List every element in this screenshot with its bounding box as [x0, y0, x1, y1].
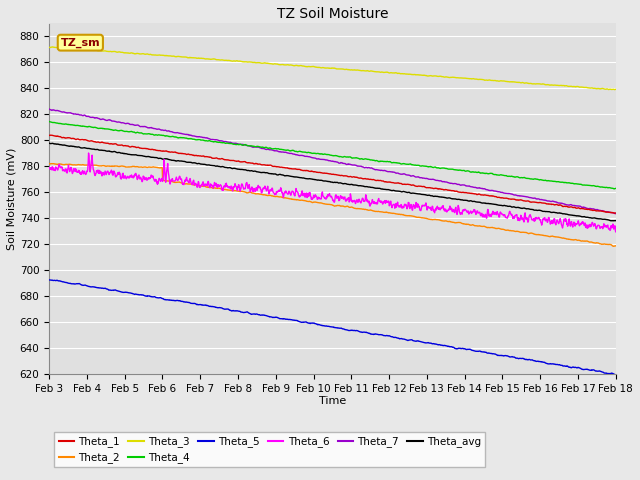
Text: TZ_sm: TZ_sm	[61, 37, 100, 48]
Legend: Theta_1, Theta_2, Theta_3, Theta_4, Theta_5, Theta_6, Theta_7, Theta_avg: Theta_1, Theta_2, Theta_3, Theta_4, Thet…	[54, 432, 485, 468]
Y-axis label: Soil Moisture (mV): Soil Moisture (mV)	[7, 148, 17, 250]
Title: TZ Soil Moisture: TZ Soil Moisture	[276, 7, 388, 21]
X-axis label: Time: Time	[319, 396, 346, 406]
